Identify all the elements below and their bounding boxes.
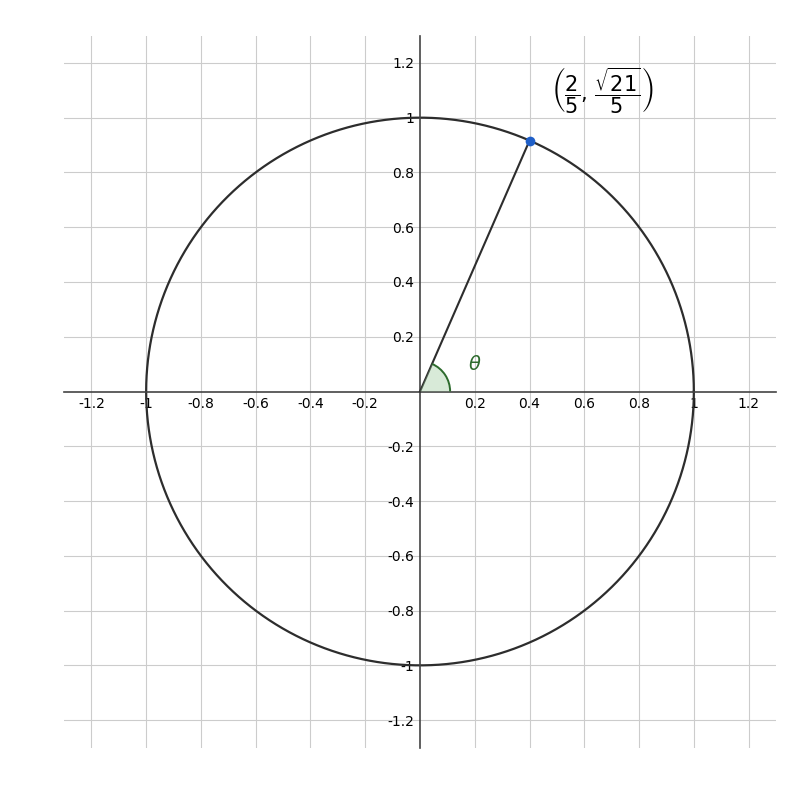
Polygon shape [420, 364, 450, 392]
Text: $\theta$: $\theta$ [468, 356, 482, 374]
Text: $\left(\dfrac{2}{5},\,\dfrac{\sqrt{21}}{5}\right)$: $\left(\dfrac{2}{5},\,\dfrac{\sqrt{21}}{… [551, 66, 654, 116]
